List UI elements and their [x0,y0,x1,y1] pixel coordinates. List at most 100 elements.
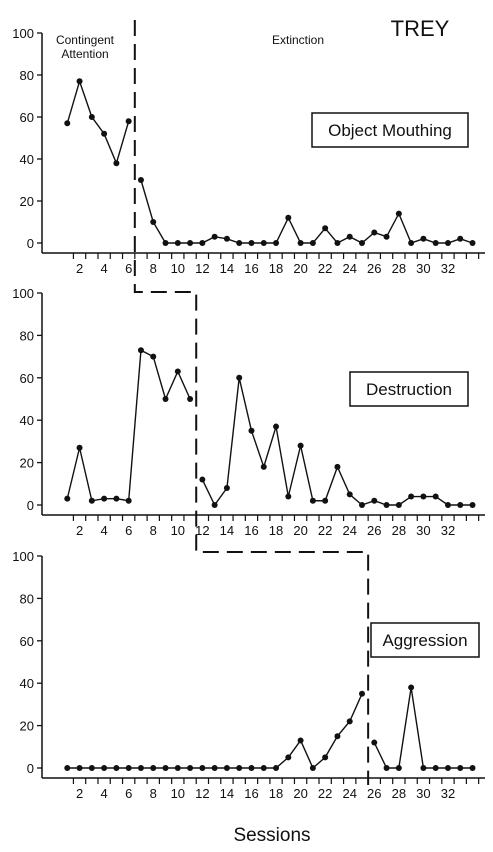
data-point [223,235,230,242]
extinction-series-line [140,179,473,244]
data-point [88,114,95,120]
y-tick-label: 40 [20,676,34,691]
data-point [383,765,390,771]
y-tick-label: 80 [20,328,34,343]
data-point [150,353,157,360]
baseline-series-line [66,78,130,166]
x-tick-label: 30 [416,786,430,801]
data-point [88,765,95,771]
data-point [334,463,341,470]
data-point [223,485,230,492]
y-tick-label: 20 [20,456,34,471]
data-point [432,240,439,246]
x-tick-label: 8 [150,523,157,538]
phase-change-lines [133,20,370,785]
data-point [359,502,365,508]
data-point [297,737,304,744]
data-point [408,493,415,500]
x-tick-label: 6 [125,786,132,801]
data-point [469,765,476,771]
data-point [457,765,464,771]
y-tick-label: 60 [20,371,34,386]
axes-layer [37,32,485,784]
x-tick-label: 8 [150,786,157,801]
data-point [346,491,353,498]
x-tick-label: 16 [244,523,258,538]
x-tick-label: 26 [367,261,381,276]
data-point [420,765,427,771]
data-point [408,684,415,691]
data-point [187,240,194,246]
x-tick-label: 14 [220,786,234,801]
data-point [211,502,218,508]
data-series-layer [64,78,476,771]
data-point [137,347,144,354]
data-point [371,497,378,504]
x-tick-label: 32 [441,786,455,801]
data-point [199,765,206,771]
data-point [309,497,316,504]
data-point [285,754,292,761]
y-tick-label: 80 [20,68,34,83]
data-point [371,229,378,236]
data-point [137,765,144,771]
data-point [334,240,341,246]
x-tick-label: 4 [101,786,108,801]
y-tick-label: 100 [12,286,34,301]
data-point [64,120,71,127]
data-point [236,240,243,246]
x-tick-label: 10 [171,786,185,801]
y-tick-label: 20 [20,719,34,734]
data-point [113,160,120,167]
panel-label-box [311,112,469,148]
data-point [309,240,316,246]
data-point [150,219,157,225]
data-point [395,210,402,217]
data-point [383,233,390,240]
x-tick-label: 32 [441,261,455,276]
data-point [162,240,169,246]
x-tick-label: 2 [76,523,83,538]
y-tick-label: 20 [20,194,34,209]
x-tick-label: 28 [392,786,406,801]
data-point [297,240,304,246]
x-tick-label: 12 [195,523,209,538]
data-point [199,476,206,483]
x-tick-label: 30 [416,523,430,538]
data-point [371,739,378,746]
data-point [444,765,451,771]
data-point [113,495,120,502]
x-tick-label: 28 [392,261,406,276]
data-point [420,235,427,242]
data-point [125,765,132,771]
data-point [248,427,255,434]
data-point [359,690,365,697]
x-tick-label: 20 [293,523,307,538]
extinction-series-line [373,687,473,769]
data-point [432,493,439,500]
x-tick-label: 8 [150,261,157,276]
x-tick-label: 20 [293,786,307,801]
data-point [162,396,169,402]
data-point [273,423,280,430]
phase-label-baseline: Contingent Attention [56,33,115,61]
x-axis-title: Sessions [233,825,310,846]
data-point [444,240,451,246]
data-point [469,502,476,508]
data-point [211,233,218,240]
x-tick-label: 10 [171,261,185,276]
data-point [187,396,194,402]
x-tick-label: 16 [244,261,258,276]
data-point [137,177,144,183]
y-tick-label: 0 [27,761,34,776]
data-point [260,463,267,470]
data-point [322,497,329,504]
data-point [236,765,243,771]
x-tick-label: 10 [171,523,185,538]
data-point [309,765,316,771]
x-tick-label: 4 [101,523,108,538]
x-tick-label: 22 [318,786,332,801]
data-point [101,765,108,771]
data-point [174,240,181,246]
